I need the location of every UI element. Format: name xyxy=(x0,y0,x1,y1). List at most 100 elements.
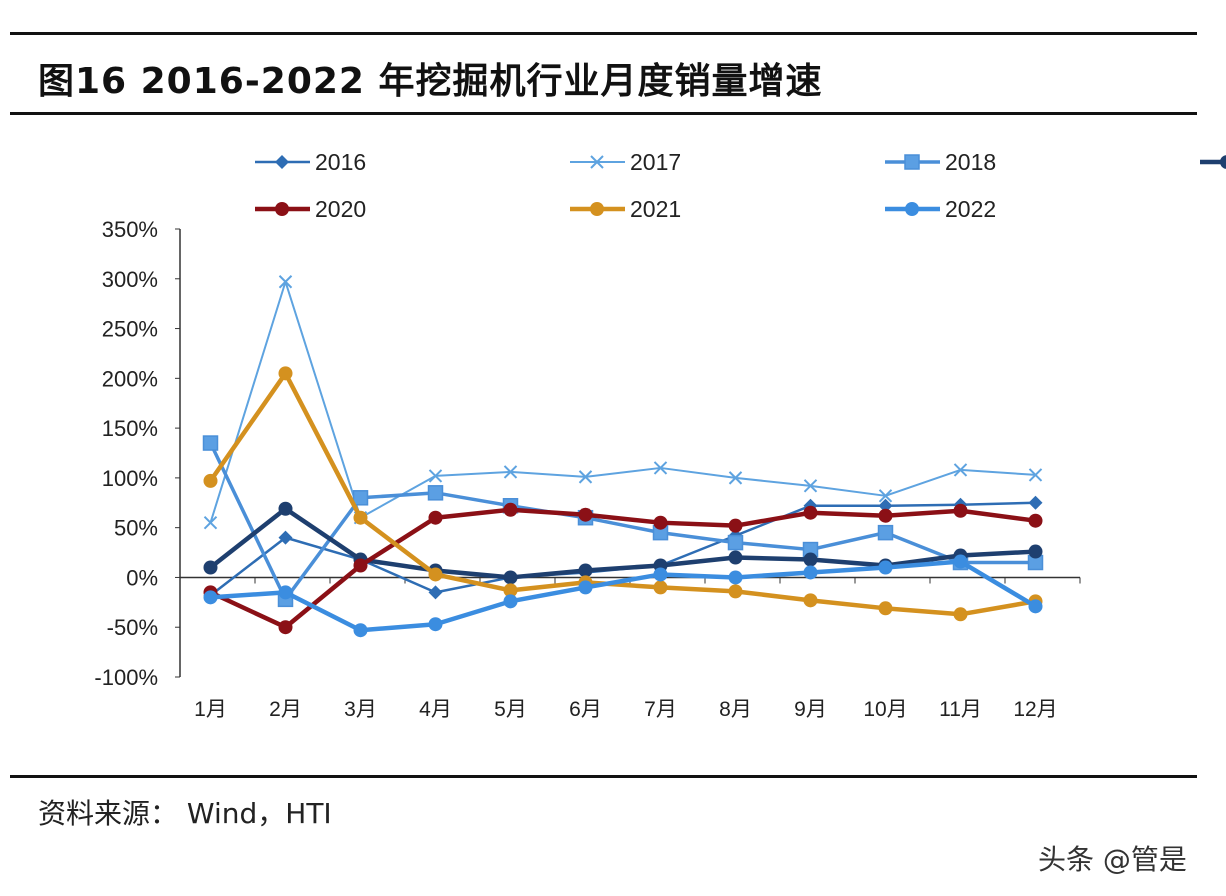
legend-item-2018: 2018 xyxy=(885,149,996,175)
x-tick-label: 5月 xyxy=(494,698,527,721)
data-point-2019 xyxy=(578,563,593,578)
legend-item-2019: 2019 xyxy=(1200,155,1226,169)
data-point-2021 xyxy=(728,584,743,599)
y-tick-label: 350% xyxy=(102,217,158,242)
series-line-2019 xyxy=(209,506,1036,580)
x-tick-label: 7月 xyxy=(644,698,677,721)
legend-item-2020: 2020 xyxy=(255,196,366,222)
legend-marker xyxy=(590,155,604,169)
data-point-2017 xyxy=(428,469,443,483)
series-2017 xyxy=(203,275,1043,530)
data-point-2017 xyxy=(953,463,968,477)
data-point-2021 xyxy=(953,607,968,622)
data-point-2020 xyxy=(278,620,293,635)
data-point-2020 xyxy=(428,510,443,525)
data-point-2017 xyxy=(503,465,518,479)
data-point-2022 xyxy=(878,560,893,575)
series-2022 xyxy=(203,554,1043,638)
data-point-2021 xyxy=(503,583,518,598)
data-point-2022 xyxy=(1028,599,1043,614)
x-tick-label: 1月 xyxy=(194,698,227,721)
title-rule xyxy=(10,112,1197,115)
legend-marker xyxy=(904,154,920,170)
y-tick-label: -50% xyxy=(107,615,158,640)
data-point-2022 xyxy=(503,594,518,609)
y-tick-label: 300% xyxy=(102,267,158,292)
data-point-2020 xyxy=(503,502,518,517)
data-point-2020 xyxy=(1028,513,1043,528)
legend-marker xyxy=(275,202,289,216)
x-tick-label: 6月 xyxy=(569,698,602,721)
legend-marker xyxy=(275,155,289,169)
data-point-2019 xyxy=(803,552,818,567)
series-line-2022 xyxy=(210,559,1037,633)
x-tick-label: 3月 xyxy=(344,698,377,721)
bottom-rule xyxy=(10,775,1197,778)
legend-label: 2017 xyxy=(630,149,681,175)
data-point-2020 xyxy=(803,505,818,520)
data-point-2019 xyxy=(503,570,518,585)
data-point-2016 xyxy=(1028,495,1043,510)
data-point-2019 xyxy=(1028,544,1043,559)
series-2020 xyxy=(203,502,1043,635)
legend-item-2022: 2022 xyxy=(885,196,996,222)
y-tick-label: 250% xyxy=(102,317,158,342)
data-point-2017 xyxy=(728,471,743,485)
data-point-2017 xyxy=(1028,468,1043,482)
data-point-2019 xyxy=(203,560,218,575)
y-tick-label: -100% xyxy=(94,665,158,690)
data-point-2018 xyxy=(352,490,369,506)
data-point-2017 xyxy=(203,515,218,530)
data-point-2020 xyxy=(728,518,743,533)
series-line-2018 xyxy=(208,442,1036,602)
data-point-2020 xyxy=(878,508,893,523)
data-point-2017 xyxy=(278,275,293,289)
legend-item-2017: 2017 xyxy=(570,149,681,175)
legend-item-2016: 2016 xyxy=(255,149,366,175)
data-point-2021 xyxy=(203,473,218,488)
y-tick-label: 200% xyxy=(102,366,158,391)
data-point-2022 xyxy=(953,554,968,569)
data-point-2022 xyxy=(203,590,218,605)
y-tick-label: 100% xyxy=(102,466,158,491)
source-note: 资料来源： Wind，HTI xyxy=(38,797,332,830)
data-point-2021 xyxy=(353,510,368,525)
data-point-2018 xyxy=(427,485,444,501)
x-tick-label: 4月 xyxy=(419,698,452,721)
data-point-2017 xyxy=(803,479,818,493)
legend-marker xyxy=(1220,155,1226,169)
data-point-2022 xyxy=(278,585,293,600)
data-point-2022 xyxy=(653,567,668,582)
series-line-2021 xyxy=(208,371,1036,617)
data-point-2020 xyxy=(653,515,668,530)
x-tick-label: 9月 xyxy=(794,698,827,721)
chart-title: 图16 2016-2022 年挖掘机行业月度销量增速 xyxy=(38,61,823,102)
data-point-2017 xyxy=(578,470,593,484)
data-point-2022 xyxy=(353,623,368,638)
data-point-2016 xyxy=(278,530,293,545)
x-tick-label: 8月 xyxy=(719,698,752,721)
data-point-2020 xyxy=(353,558,368,573)
data-point-2019 xyxy=(278,501,293,516)
data-point-2021 xyxy=(878,601,893,616)
legend-label: 2020 xyxy=(315,196,366,222)
data-point-2022 xyxy=(728,570,743,585)
data-point-2017 xyxy=(878,489,893,503)
data-point-2019 xyxy=(728,550,743,565)
data-point-2016 xyxy=(428,585,443,600)
legend-label: 2018 xyxy=(945,149,996,175)
data-point-2021 xyxy=(653,580,668,595)
data-point-2021 xyxy=(428,567,443,582)
watermark: 头条 @管是 xyxy=(1038,843,1187,876)
data-point-2021 xyxy=(278,366,293,381)
y-tick-label: 150% xyxy=(102,416,158,441)
data-point-2021 xyxy=(803,593,818,608)
legend-label: 2022 xyxy=(945,196,996,222)
legend-marker xyxy=(590,202,604,216)
y-tick-label: 50% xyxy=(114,516,158,541)
x-tick-label: 2月 xyxy=(269,698,302,721)
x-tick-label: 12月 xyxy=(1013,698,1057,721)
data-point-2022 xyxy=(578,580,593,595)
top-rule xyxy=(10,32,1197,35)
